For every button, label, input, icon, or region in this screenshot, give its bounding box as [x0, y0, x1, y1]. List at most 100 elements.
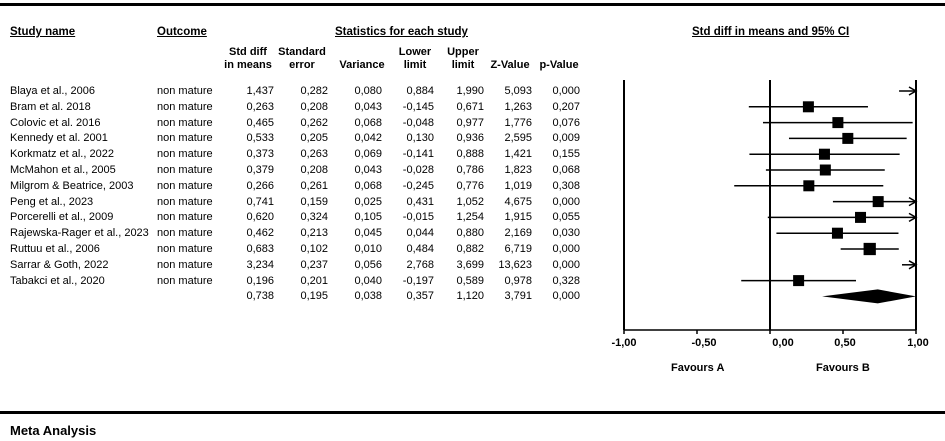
sd-cell: 0,620: [246, 211, 274, 224]
effect-square: [872, 196, 884, 208]
sd-cell: 0,465: [246, 116, 274, 129]
effect-square: [863, 242, 876, 256]
z-cell: 2,169: [504, 227, 532, 240]
var-cell: 0,042: [354, 132, 382, 145]
effect-square: [819, 164, 831, 176]
var-cell: 0,043: [354, 164, 382, 176]
outcome-cell: non mature: [157, 132, 213, 145]
p-cell: 0,000: [552, 85, 580, 97]
study-name-cell: Sarrar & Goth, 2022: [10, 258, 109, 271]
var-cell: 0,043: [354, 100, 382, 113]
effect-square: [855, 211, 867, 223]
p-cell: 0,030: [552, 227, 580, 240]
study-name-cell: Blaya et al., 2006: [10, 85, 96, 97]
up-cell: 1,990: [456, 85, 484, 97]
z-cell: 1,823: [504, 164, 532, 176]
lower-col-header: Lower limit: [390, 46, 440, 72]
lo-cell: -0,145: [402, 100, 434, 113]
study-name-header: Study name: [10, 26, 76, 38]
lo-cell: -0,245: [402, 179, 434, 192]
lo-cell: -0,048: [402, 116, 434, 129]
axis-tick-label: -1,00: [611, 337, 637, 349]
summary-z-cell: 3,791: [504, 290, 532, 303]
study-name-cell: Korkmatz et al., 2022: [10, 148, 114, 161]
se-cell: 0,324: [300, 211, 328, 224]
z-cell: 1,421: [504, 148, 532, 161]
p-cell: 0,055: [552, 211, 580, 224]
ci-arrow: [908, 212, 918, 223]
outcome-cell: non mature: [157, 85, 213, 97]
z-value-col-header: Z-Value: [490, 59, 530, 71]
axis-tick-label: 0,00: [772, 337, 794, 349]
se-cell: 0,261: [300, 179, 328, 192]
sd-cell: 0,263: [246, 100, 274, 113]
var-cell: 0,025: [354, 195, 382, 208]
p-cell: 0,308: [552, 179, 580, 192]
se-cell: 0,263: [300, 148, 328, 161]
summary-se-cell: 0,195: [300, 290, 328, 303]
lo-cell: 0,884: [406, 85, 434, 97]
outcome-cell: non mature: [157, 164, 213, 176]
outcome-cell: non mature: [157, 100, 213, 113]
z-cell: 4,675: [504, 195, 532, 208]
se-cell: 0,262: [300, 116, 328, 129]
axis-tick-label: -0,50: [691, 337, 717, 349]
ci-arrow: [908, 196, 918, 207]
outcome-cell: non mature: [157, 211, 213, 224]
up-cell: 0,977: [456, 116, 484, 129]
var-cell: 0,068: [354, 179, 382, 192]
std-error-col-header: Standard error: [272, 46, 332, 72]
study-name-cell: Porcerelli et al., 2009: [10, 211, 114, 224]
up-cell: 1,254: [456, 211, 484, 224]
var-cell: 0,056: [354, 258, 382, 271]
favours-a-label: Favours A: [671, 362, 725, 374]
sd-cell: 0,533: [246, 132, 274, 145]
summary-lo-cell: 0,357: [406, 290, 434, 303]
var-cell: 0,068: [354, 116, 382, 129]
lo-cell: 0,484: [406, 243, 434, 255]
sd-cell: 0,741: [246, 195, 274, 208]
lo-cell: -0,015: [402, 211, 434, 224]
lo-cell: 0,431: [406, 195, 434, 208]
effect-square: [831, 227, 843, 239]
outcome-header: Outcome: [157, 26, 207, 38]
var-cell: 0,040: [354, 274, 382, 287]
sd-cell: 0,462: [246, 227, 274, 240]
z-cell: 0,978: [504, 274, 532, 287]
z-cell: 5,093: [504, 85, 532, 97]
summary-sd-cell: 0,738: [246, 290, 274, 303]
up-cell: 0,776: [456, 179, 484, 192]
se-cell: 0,237: [300, 258, 328, 271]
std-diff-col-header-line2: in means: [224, 59, 272, 71]
z-cell: 2,595: [504, 132, 532, 145]
z-cell: 13,623: [498, 258, 532, 271]
z-cell: 1,915: [504, 211, 532, 224]
up-cell: 0,882: [456, 243, 484, 255]
lower-col-header-line1: Lower: [398, 46, 432, 58]
z-cell: 1,776: [504, 116, 532, 129]
var-cell: 0,105: [354, 211, 382, 224]
outcome-cell: non mature: [157, 274, 213, 287]
up-cell: 1,052: [456, 195, 484, 208]
summary-up-cell: 1,120: [456, 290, 484, 303]
effect-square: [832, 117, 844, 129]
lo-cell: -0,141: [402, 148, 434, 161]
up-cell: 3,699: [456, 258, 484, 271]
se-cell: 0,201: [300, 274, 328, 287]
p-cell: 0,000: [552, 243, 580, 255]
p-cell: 0,207: [552, 100, 580, 113]
study-name-cell: Kennedy et al. 2001: [10, 132, 108, 145]
footer-title: Meta Analysis: [10, 423, 97, 438]
p-cell: 0,076: [552, 116, 580, 129]
z-cell: 1,019: [504, 179, 532, 192]
summary-var-cell: 0,038: [354, 290, 382, 303]
up-cell: 0,786: [456, 164, 484, 176]
lo-cell: 0,044: [406, 227, 434, 240]
effect-square: [842, 132, 854, 144]
var-cell: 0,069: [354, 148, 382, 161]
up-cell: 0,671: [456, 100, 484, 113]
p-cell: 0,155: [552, 148, 580, 161]
effect-square: [818, 148, 830, 160]
variance-col-header: Variance: [339, 59, 385, 71]
